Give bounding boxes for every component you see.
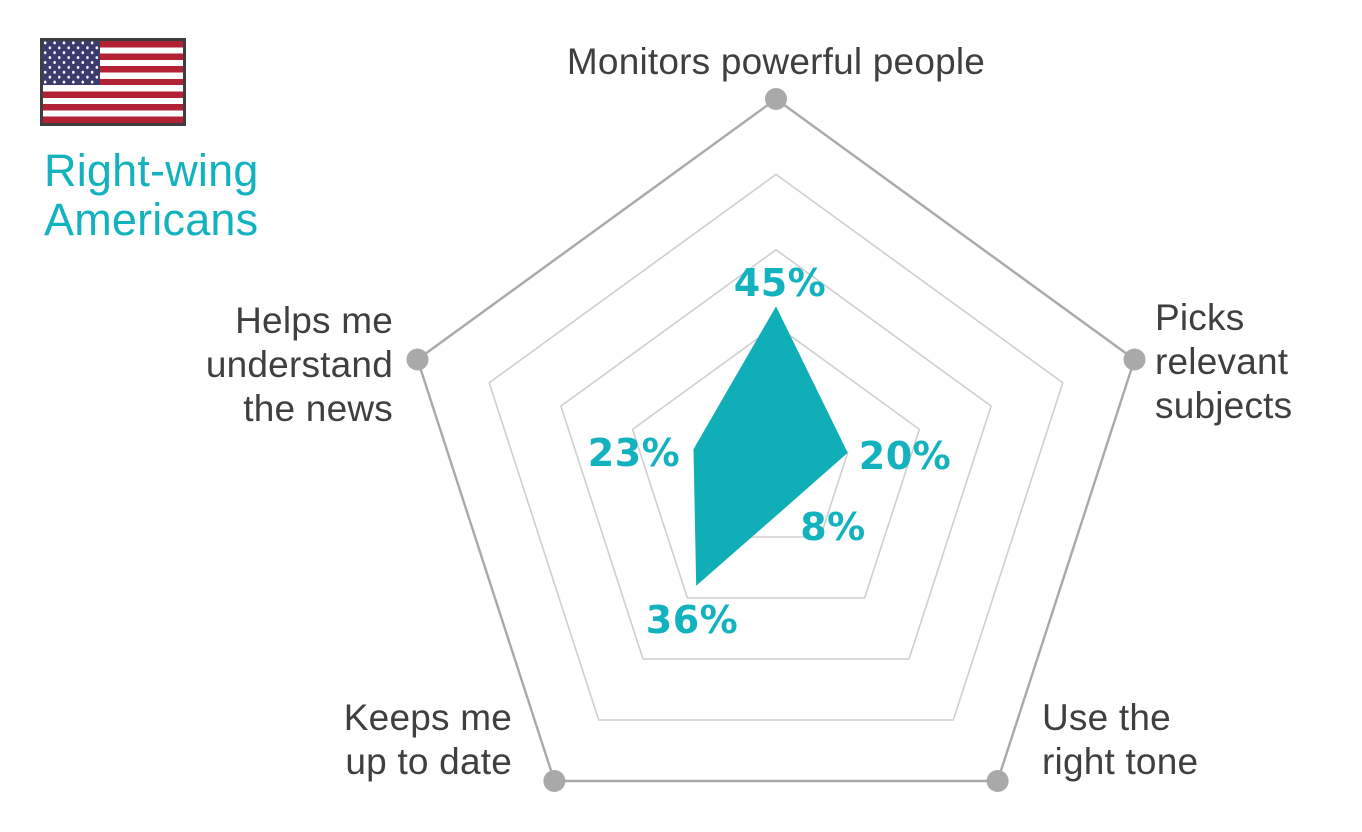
axis-vertex-dot-3 bbox=[543, 770, 566, 792]
value-label-uptodate: 36% bbox=[645, 598, 739, 642]
axis-label-helps-me-understand-the-news: Helps me understand the news bbox=[205, 300, 393, 429]
grid-ring-outer bbox=[416, 97, 1136, 783]
series-legend-line-1: Right-wing bbox=[44, 145, 259, 196]
series-legend-line-2: Americans bbox=[44, 194, 259, 245]
value-label-understand: 23% bbox=[587, 431, 681, 475]
data-polygon bbox=[693, 306, 848, 586]
series-legend-label: Right-wing Americans bbox=[44, 146, 259, 244]
axis-vertex-dot-4 bbox=[406, 348, 429, 371]
value-label-tone: 8% bbox=[800, 505, 866, 549]
value-label-monitors: 45% bbox=[733, 261, 827, 305]
grid-ring-60 bbox=[559, 248, 993, 660]
us-flag-canton-stars bbox=[43, 41, 100, 86]
axis-label-monitors-powerful-people: Monitors powerful people bbox=[566, 41, 986, 82]
axis-vertex-dot-2 bbox=[986, 770, 1009, 792]
axis-label-picks-relevant-subjects: Picks relevant subjects bbox=[1155, 297, 1293, 426]
grid-ring-80 bbox=[488, 173, 1064, 721]
axis-vertex-dot-1 bbox=[1123, 348, 1146, 371]
grid-ring-40 bbox=[631, 324, 921, 599]
axis-label-use-the-right-tone: Use the right tone bbox=[1042, 697, 1199, 782]
us-flag-icon bbox=[40, 38, 186, 126]
value-label-picks: 20% bbox=[858, 434, 952, 478]
axis-vertex-dot-0 bbox=[765, 88, 787, 110]
axis-label-keeps-me-up-to-date: Keeps me up to date bbox=[343, 697, 512, 782]
